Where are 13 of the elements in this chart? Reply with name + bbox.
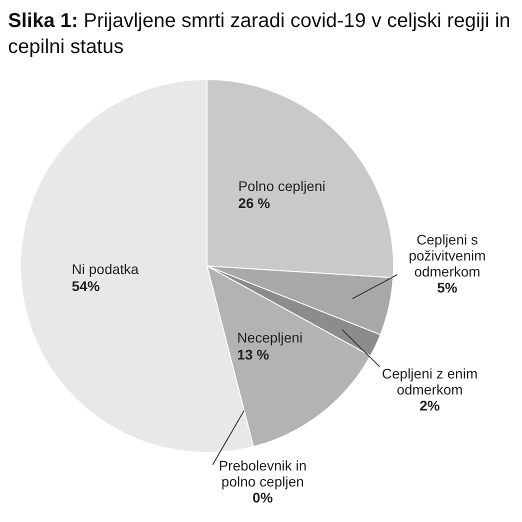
slice-label: Necepljeni (237, 329, 303, 346)
data-label: 54% (72, 278, 100, 294)
slice-label: Cepljeni s poživitvenim odmerkom (408, 232, 486, 280)
slice-label: Cepljeni z enim odmerkom (382, 366, 478, 398)
slice-label: Ni podatka (72, 261, 139, 278)
chart-title: Slika 1: Prijavljene smrti zaradi covid-19 v celjski regiji in cepilni status (8, 10, 510, 58)
slice-label: Polno cepljeni (238, 178, 326, 194)
data-label: 2% (420, 398, 440, 414)
category-label: Prebolevnik in polno cepljen (218, 458, 307, 490)
text: 0% (252, 490, 273, 506)
data-label: 13 % (237, 346, 270, 362)
data-label: 26 % (238, 195, 271, 212)
data-label: 5% (437, 280, 458, 296)
